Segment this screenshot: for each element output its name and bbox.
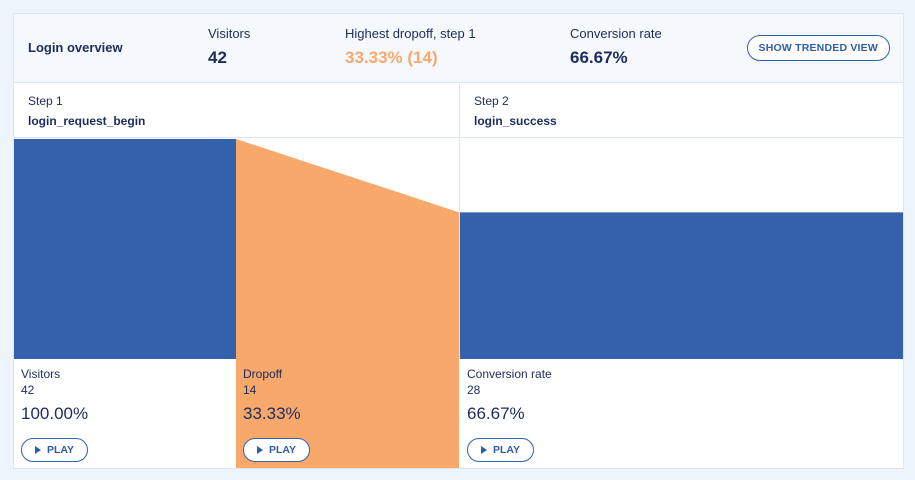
dropoff-play-button[interactable]: PLAY xyxy=(243,438,310,462)
play-icon xyxy=(480,446,487,454)
visitors-play-button[interactable]: PLAY xyxy=(21,438,88,462)
step-1-header: Step 1 login_request_begin xyxy=(14,84,459,138)
conversion-stat-percent: 66.67% xyxy=(467,404,525,423)
play-label: PLAY xyxy=(46,444,75,456)
conversion-stat-count: 28 xyxy=(467,383,481,397)
dropoff-stat-label: Dropoff xyxy=(243,367,283,381)
step-divider xyxy=(459,84,460,359)
play-icon xyxy=(256,446,263,454)
dropoff-stat-percent: 33.33% xyxy=(243,404,301,423)
play-label: PLAY xyxy=(492,444,521,456)
step-1-bar xyxy=(14,139,236,359)
dropoff-metric-label: Highest dropoff, step 1 xyxy=(345,26,476,41)
visitors-stat: Visitors 42 100.00% PLAY xyxy=(14,359,236,468)
dropoff-area xyxy=(236,139,459,359)
visitors-stat-label: Visitors xyxy=(21,367,61,381)
step-1-number: Step 1 xyxy=(28,94,63,108)
show-trended-view-button[interactable]: SHOW TRENDED VIEW xyxy=(746,35,890,61)
conversion-stat: Conversion rate 28 66.67% PLAY xyxy=(460,359,903,468)
conversion-metric-value: 66.67% xyxy=(570,48,628,67)
dropoff-metric-value: 33.33% (14) xyxy=(345,48,438,67)
conversion-metric-label: Conversion rate xyxy=(570,26,662,41)
funnel-header: Login overview Visitors 42 Highest dropo… xyxy=(14,14,903,83)
visitors-metric: Visitors 42 xyxy=(208,26,250,68)
conversion-metric: Conversion rate 66.67% xyxy=(570,26,662,68)
play-icon xyxy=(34,446,41,454)
step-2-name: login_success xyxy=(474,114,557,128)
step-1-name: login_request_begin xyxy=(28,114,146,128)
funnel-chart xyxy=(14,139,903,359)
dropoff-stat-count: 14 xyxy=(243,383,257,397)
dropoff-metric: Highest dropoff, step 1 33.33% (14) xyxy=(345,26,476,68)
play-label: PLAY xyxy=(268,444,297,456)
step-2-number: Step 2 xyxy=(474,94,509,108)
dropoff-stat: Dropoff 14 33.33% PLAY xyxy=(236,359,459,468)
page-title: Login overview xyxy=(28,40,123,55)
step-2-bar xyxy=(460,212,903,359)
visitors-stat-count: 42 xyxy=(21,383,35,397)
conversion-play-button[interactable]: PLAY xyxy=(467,438,534,462)
funnel-card: Login overview Visitors 42 Highest dropo… xyxy=(13,13,904,469)
visitors-metric-label: Visitors xyxy=(208,26,251,41)
step-2-header: Step 2 login_success xyxy=(460,84,903,138)
conversion-stat-label: Conversion rate xyxy=(467,367,552,381)
visitors-metric-value: 42 xyxy=(208,48,227,67)
visitors-stat-percent: 100.00% xyxy=(21,404,89,423)
